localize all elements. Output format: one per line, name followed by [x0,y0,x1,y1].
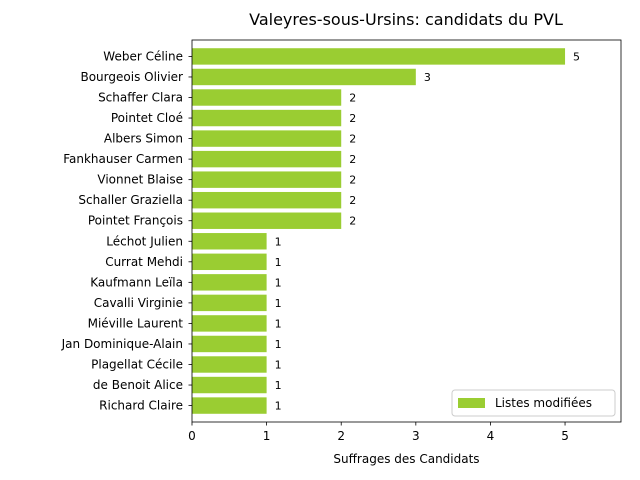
bar [192,150,342,168]
y-tick-label: Fankhauser Carmen [63,152,183,166]
y-tick-label: Jan Dominique-Alain [61,337,183,351]
bar-value-label: 1 [275,256,282,269]
y-tick-label: Weber Céline [103,49,183,63]
bar [192,68,416,86]
x-tick-label: 5 [561,429,569,443]
y-axis-ticks: Weber Céline Bourgeois Olivier Schaffer Cl… [61,49,192,413]
legend-swatch [458,398,485,408]
x-axis-label: Suffrages des Candidats [333,452,479,466]
bar [192,109,342,127]
legend-entry-label: Listes modifiées [495,396,592,410]
bar-value-label: 2 [349,112,356,125]
bar-value-label: 3 [424,71,431,84]
y-tick-label: Schaller Graziella [78,193,183,207]
bar-value-label: 2 [349,133,356,146]
bar-value-label: 1 [275,235,282,248]
y-tick-label: de Benoit Alice [93,378,183,392]
bar-value-label: 2 [349,194,356,207]
y-tick-label: Pointet François [88,214,183,228]
y-tick-label: Vionnet Blaise [97,173,183,187]
y-tick-label: Albers Simon [104,132,183,146]
bar [192,89,342,106]
plot-frame [191,39,622,423]
bar-value-label: 1 [275,338,282,351]
y-tick-label: Miéville Laurent [88,316,184,330]
bar-value-label: 1 [275,379,282,392]
bar-value-label: 1 [275,297,282,310]
x-tick-label: 0 [188,429,196,443]
y-tick-label: Plagellat Cécile [91,357,183,371]
bar-value-label: 5 [573,50,580,63]
bar [192,212,342,229]
y-tick-label: Schaffer Clara [98,91,183,105]
x-tick-label: 1 [263,429,271,443]
bar [192,253,267,271]
bar [192,294,267,312]
bar [192,335,267,353]
bar-value-label: 2 [349,92,356,105]
x-tick-label: 2 [337,429,345,443]
bar [192,356,267,373]
chart-title: Valeyres-sous-Ursins: candidats du PVL [249,10,563,29]
y-tick-label: Cavalli Virginie [94,296,183,310]
x-axis-ticks: 0 1 2 3 4 5 [188,422,569,443]
bar-value-label: 1 [275,358,282,371]
bar-value-label: 1 [275,276,282,289]
legend-box [451,389,616,417]
bar [192,397,267,414]
bar [192,191,342,209]
y-tick-label: Currat Mehdi [105,255,183,269]
y-tick-label: Pointet Cloé [111,111,183,125]
bar-value-label: 2 [349,215,356,228]
x-tick-label: 3 [412,429,420,443]
bar [192,376,267,394]
bar-value-label: 2 [349,153,356,166]
y-tick-label: Léchot Julien [106,234,183,248]
bar-value-label: 2 [349,174,356,187]
bar [192,171,342,188]
y-tick-label: Kaufmann Leïla [90,275,183,289]
bar [192,274,267,291]
bar-value-label: 1 [275,400,282,413]
bars-group [192,48,566,414]
y-tick-label: Bourgeois Olivier [80,70,183,84]
bar [192,130,342,147]
bar [192,48,566,65]
bar [192,233,267,250]
y-tick-label: Richard Claire [99,399,183,413]
legend: Listes modifiées [451,389,616,417]
x-tick-label: 4 [487,429,495,443]
bar [192,315,267,332]
bar-value-labels: 5 3 2 2 2 2 2 2 2 1 1 1 1 1 1 1 1 1 [275,50,580,412]
bar-value-label: 1 [275,317,282,330]
